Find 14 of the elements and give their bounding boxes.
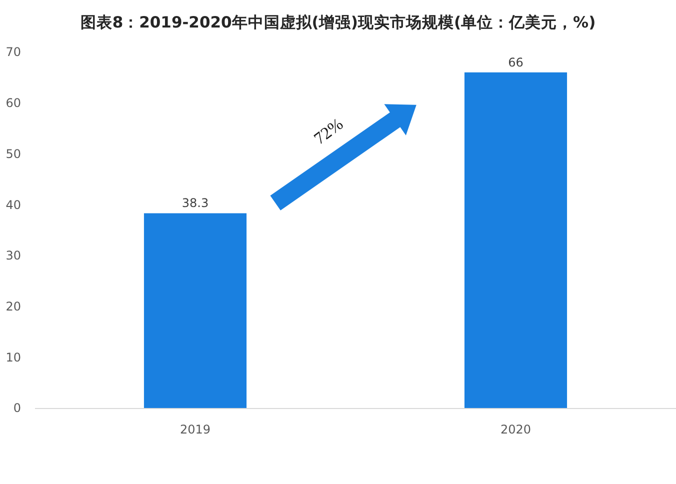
y-tick-label: 50 <box>6 146 21 161</box>
y-tick-label: 60 <box>6 96 21 110</box>
data-label: 38.3 <box>182 196 209 210</box>
y-tick-label: 40 <box>6 198 21 212</box>
y-tick-label: 30 <box>6 248 21 263</box>
data-label: 66 <box>508 55 524 70</box>
y-tick-label: 10 <box>6 350 21 364</box>
y-tick-label: 20 <box>6 299 21 314</box>
y-tick-label: 70 <box>6 45 21 60</box>
chart-title: 图表8：2019-2020年中国虚拟(增强)现实市场规模(单位：亿美元，%) <box>80 12 596 32</box>
x-tick-label: 2020 <box>500 422 532 436</box>
x-tick-label: 2019 <box>180 422 211 436</box>
annotation: 72% <box>310 114 347 148</box>
y-tick-label: 0 <box>13 401 21 416</box>
